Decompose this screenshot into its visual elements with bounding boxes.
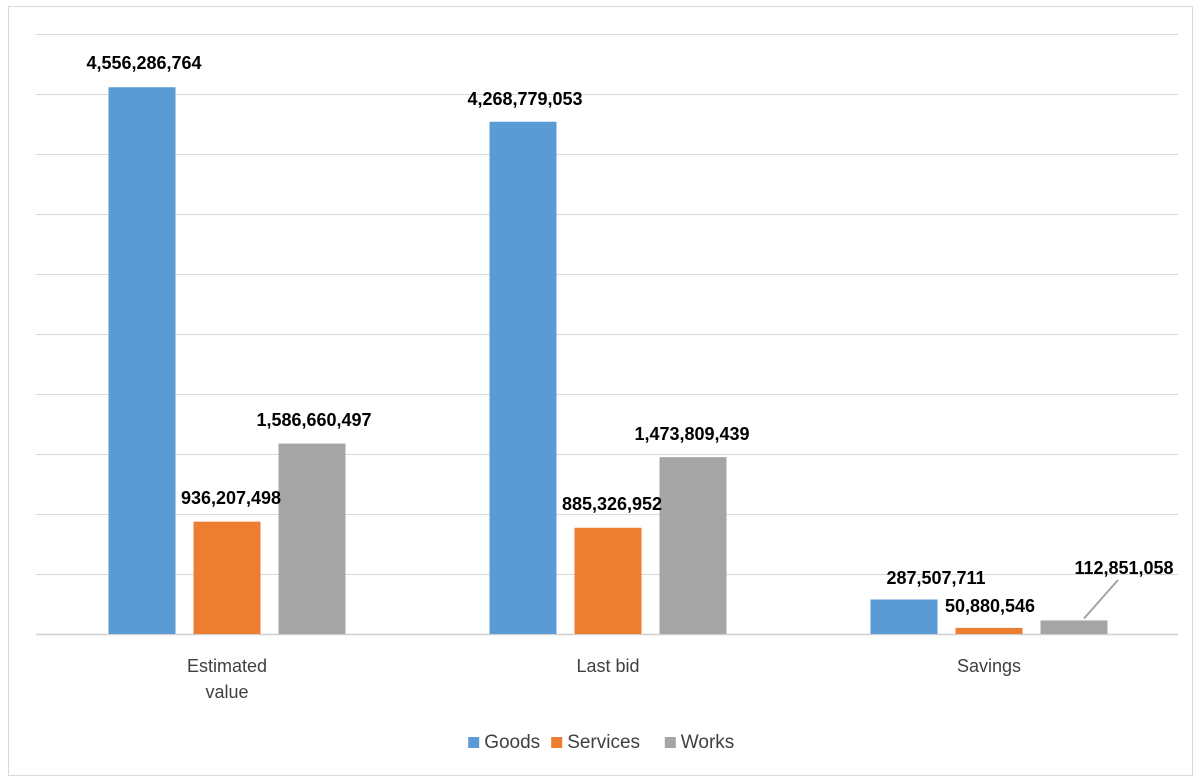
legend-swatch-goods — [468, 737, 480, 748]
category-label-2: Savings — [957, 656, 1021, 676]
bar-works-1 — [659, 457, 727, 634]
legend-label-works: Works — [681, 732, 734, 753]
category-label-1: Last bid — [576, 656, 639, 676]
bar-services-0 — [193, 521, 261, 634]
chart-frame — [8, 6, 1193, 776]
bar-works-2 — [1040, 620, 1108, 634]
bar-goods-0 — [108, 87, 176, 634]
legend-label-goods: Goods — [484, 732, 540, 753]
bars — [108, 87, 1108, 634]
data-label-goods-2: 287,507,711 — [886, 568, 985, 588]
bar-goods-2 — [870, 599, 938, 634]
category-label-0-line-1: value — [205, 682, 248, 702]
data-label-services-0: 936,207,498 — [181, 488, 281, 508]
bar-goods-1 — [489, 121, 557, 634]
legend-swatch-services — [551, 737, 563, 748]
data-labels: 4,556,286,764 4,268,779,053 287,507,711 936… — [86, 53, 1173, 616]
data-label-services-2: 50,880,546 — [945, 596, 1035, 616]
bar-works-0 — [278, 443, 346, 634]
category-labels: Estimated value Last bid Savings — [187, 656, 1021, 702]
data-label-works-0: 1,586,660,497 — [256, 410, 371, 430]
data-label-services-1: 885,326,952 — [562, 494, 662, 514]
bar-services-1 — [574, 527, 642, 634]
data-label-goods-1: 4,268,779,053 — [467, 89, 582, 109]
category-label-0-line-0: Estimated — [187, 656, 267, 676]
legend-label-services: Services — [567, 732, 640, 753]
data-label-goods-0: 4,556,286,764 — [86, 53, 201, 73]
leader-line-works-savings — [1083, 579, 1119, 620]
bar-services-2 — [955, 627, 1023, 634]
leader-lines — [1083, 579, 1119, 620]
data-label-works-1: 1,473,809,439 — [634, 424, 749, 444]
legend-swatch-works — [664, 737, 676, 748]
data-label-works-2: 112,851,058 — [1074, 558, 1173, 578]
legend: Goods Services Works — [468, 732, 734, 753]
